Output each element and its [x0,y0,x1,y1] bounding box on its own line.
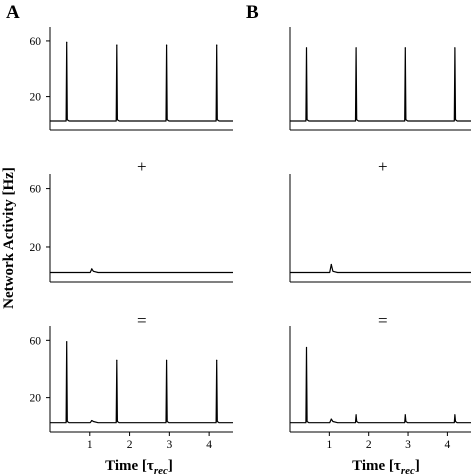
x-tick-label: 2 [127,439,133,451]
y-axis-label: Network Activity [Hz] [1,167,17,309]
spike-peak-point [66,41,68,43]
bump-peak-point [330,418,332,420]
y-tick-label: 60 [30,36,42,48]
spike-peak-point [305,47,308,49]
spike-peak-point [454,47,456,49]
y-tick-label: 60 [30,184,42,196]
x-tick-label: 1 [326,439,332,451]
bump-peak-point [91,419,93,422]
bump-peak-point [330,263,332,266]
equals-sign-b: = [378,311,388,330]
spike-peak-point [165,359,168,361]
spike-peak-point [116,44,118,46]
x-axis-label-a: Time [τrec] [105,458,173,475]
equals-sign-a: = [137,311,147,330]
activity-trace [290,263,471,274]
x-tick-label: 4 [206,439,212,451]
x-axis-label-text: Time [τ [352,458,401,474]
spike-peak-point [116,359,118,361]
panel-label-b: B [246,2,259,23]
spike-peak-point [216,359,218,361]
bump-peak-point [91,268,93,270]
subplot-b-top [289,27,471,131]
x-tick-label: 3 [405,439,411,451]
y-tick-label: 20 [30,242,42,254]
activity-trace [50,341,233,424]
spike-peak-point [355,414,357,416]
subplot-a-bottom: 20 60 1 2 3 4 [30,326,233,451]
spike-peak-point [404,47,406,49]
spike-peak-point [404,414,406,416]
panel-label-a: A [6,2,20,23]
x-tick-label: 4 [445,439,451,451]
x-axis-label-b: Time [τrec] [352,458,420,475]
plus-sign-a: + [137,157,147,176]
spike-peak-point [305,346,308,349]
x-axis-label-text: Time [τ [105,458,154,474]
activity-trace [50,268,233,274]
x-tick-label: 2 [366,439,372,451]
y-tick-label: 20 [30,92,42,104]
y-tick-label: 20 [30,393,42,405]
plus-sign-b: + [378,157,388,176]
spike-peak-point [165,44,168,46]
subplot-b-middle [289,174,471,283]
activity-trace [290,346,471,424]
spike-peak-point [216,44,218,46]
x-axis-label-close: ] [168,458,173,474]
spike-peak-point [66,341,68,343]
x-tick-label: 1 [87,439,93,451]
y-tick-label: 60 [30,335,42,347]
x-axis-label-subscript: rec [154,465,168,475]
activity-trace [50,41,233,122]
x-tick-label: 3 [166,439,172,451]
x-axis-label-close: ] [415,458,420,474]
spike-peak-point [454,414,456,416]
spike-peak-point [355,47,357,49]
subplot-b-bottom: 1 2 3 4 [289,326,471,451]
activity-trace [290,47,471,122]
x-axis-label-subscript: rec [401,465,415,475]
